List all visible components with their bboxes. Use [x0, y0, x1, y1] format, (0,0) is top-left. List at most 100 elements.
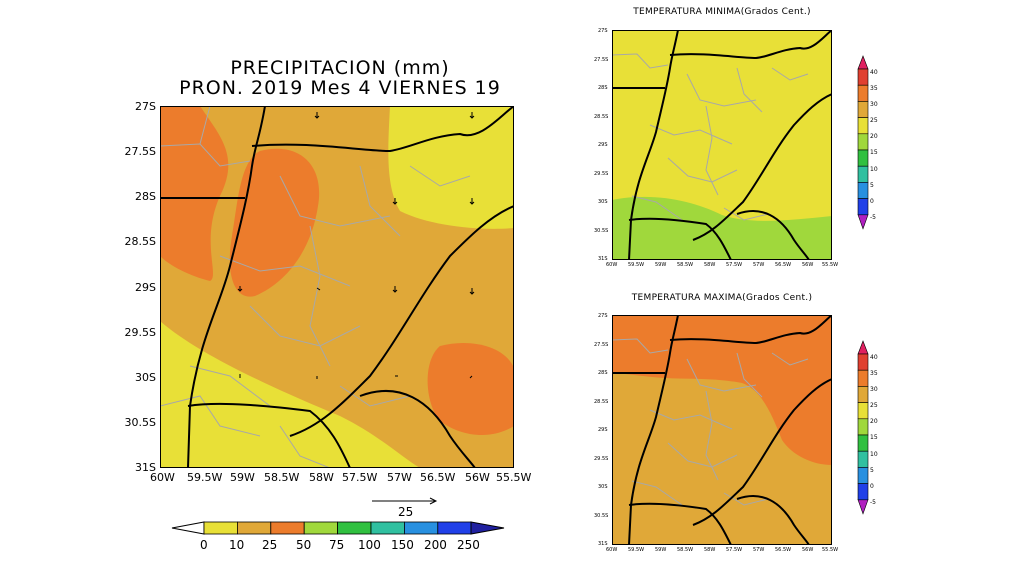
tmax-map: [612, 315, 832, 545]
temp-colorbar-top-arrow: [857, 55, 869, 70]
tmin-lat-tick: 31S: [598, 256, 608, 262]
tmax-lon-tick: 59W: [655, 547, 667, 553]
precip-lon-tick: 56.5W: [420, 471, 456, 484]
tmin-cb-label: 5: [870, 182, 874, 189]
precip-title: PRECIPITACION (mm) PRON. 2019 Mes 4 VIER…: [160, 58, 520, 98]
tmin-lon-tick: 57.5W: [726, 262, 743, 268]
precip-lat-tick: 29S: [135, 281, 156, 294]
tmin-cb-label: -5: [870, 214, 876, 221]
temp-colorbar-segment: [857, 369, 869, 387]
tmin-lon-tick: 59.5W: [628, 262, 645, 268]
tmax-cb-label: 40: [870, 354, 878, 361]
precip-colorbar-segment: [270, 521, 305, 535]
precip-lat-tick: 27S: [135, 100, 156, 113]
precip-field-orange-se: [427, 342, 514, 436]
temp-colorbar-segment: [857, 165, 869, 183]
temp-colorbar-segment: [857, 467, 869, 484]
tmin-field-green-south: [612, 196, 832, 260]
precip-lat-tick: 27.5S: [124, 145, 156, 158]
tmin-lon-tick: 59W: [655, 262, 667, 268]
precip-cb-label: 25: [262, 538, 278, 552]
precip-lon-tick: 56W: [465, 471, 490, 484]
precip-lat-tick: 28.5S: [124, 235, 156, 248]
vector-reference-label: 25: [398, 505, 414, 519]
temp-colorbar-segment: [857, 402, 869, 420]
precip-lat-tick: 31S: [135, 461, 156, 474]
precip-colorbar-segment: [303, 521, 338, 535]
precip-lon-tick: 57.5W: [342, 471, 378, 484]
precip-cb-label: 250: [457, 538, 480, 552]
precip-lon-tick: 59.5W: [187, 471, 223, 484]
tmin-lat-tick: 30S: [598, 199, 608, 205]
tmax-lon-tick: 56.5W: [775, 547, 792, 553]
temp-colorbar-bottom-arrow: [857, 499, 869, 515]
precip-cb-label: 10: [229, 538, 245, 552]
tmin-cb-label: 20: [870, 133, 878, 140]
precip-title-line2: PRON. 2019 Mes 4 VIERNES 19: [179, 77, 501, 99]
tmax-lat-tick: 29S: [598, 427, 608, 433]
precip-lon-tick: 55.5W: [496, 471, 532, 484]
tmax-lon-tick: 60W: [606, 547, 618, 553]
tmax-cb-label: 20: [870, 418, 878, 425]
precip-cb-label: 0: [200, 538, 208, 552]
precip-colorbar-segment: [437, 521, 472, 535]
tmin-lon-tick: 57W: [753, 262, 765, 268]
tmax-lon-tick: 59.5W: [628, 547, 645, 553]
precip-wind-vectors: [237, 112, 475, 379]
precip-lat-tick: 29.5S: [124, 326, 156, 339]
temp-colorbar-segment: [857, 84, 869, 102]
temp-colorbar-segment: [857, 386, 869, 403]
precip-cb-label: 150: [391, 538, 414, 552]
tmin-cb-label: 10: [870, 166, 878, 173]
tmax-lat-tick: 28S: [598, 370, 608, 376]
tmin-lon-tick: 58.5W: [677, 262, 694, 268]
tmin-borders: [612, 30, 832, 260]
precip-colorbar-segment: [403, 521, 439, 535]
precip-province-lines: [160, 106, 471, 468]
tmin-title: TEMPERATURA MINIMA(Grados Cent.): [633, 7, 811, 17]
tmin-lat-tick: 28.5S: [594, 114, 609, 120]
precip-lat-tick: 28S: [135, 190, 156, 203]
precip-lat-tick: 30.5S: [124, 416, 156, 429]
precip-lon-tick: 58W: [309, 471, 334, 484]
temp-colorbar-segment: [857, 101, 869, 118]
precip-lon-tick: 60W: [150, 471, 175, 484]
tmax-colorbar: [857, 340, 869, 515]
tmin-lon-tick: 56.5W: [775, 262, 792, 268]
precip-colorbar: [171, 521, 505, 535]
temp-colorbar-segment: [857, 149, 869, 167]
precip-colorbar-segment: [370, 521, 405, 535]
precip-lat-tick: 30S: [135, 371, 156, 384]
tmax-lon-tick: 55.5W: [822, 547, 839, 553]
temp-colorbar-segment: [857, 418, 869, 436]
precip-borders: [160, 106, 514, 468]
tmin-cb-label: 30: [870, 101, 878, 108]
vector-reference-arrow: [372, 497, 438, 505]
tmax-cb-label: 0: [870, 483, 874, 490]
temp-colorbar-segment: [857, 182, 869, 199]
tmax-field-orange-north: [612, 315, 832, 465]
tmin-cb-label: 35: [870, 85, 878, 92]
precip-colorbar-segment: [203, 521, 238, 535]
tmin-lat-tick: 30.5S: [594, 228, 609, 234]
tmin-province-lines: [612, 53, 809, 221]
tmax-lon-tick: 56W: [802, 547, 814, 553]
tmax-title: TEMPERATURA MAXIMA(Grados Cent.): [631, 293, 813, 303]
precip-cb-label: 200: [424, 538, 447, 552]
tmin-lat-tick: 27.5S: [594, 57, 609, 63]
precip-field-orange-center: [229, 148, 320, 297]
precip-lon-tick: 59W: [230, 471, 255, 484]
tmin-cb-label: 40: [870, 69, 878, 76]
tmax-lat-tick: 30S: [598, 484, 608, 490]
tmax-lon-tick: 57.5W: [726, 547, 743, 553]
tmin-cb-label: 0: [870, 198, 874, 205]
precip-cb-label: 50: [296, 538, 312, 552]
tmax-cb-label: 35: [870, 370, 878, 377]
tmin-lon-tick: 60W: [606, 262, 618, 268]
tmax-province-lines: [612, 338, 809, 506]
tmin-frame: [612, 30, 832, 260]
precip-colorbar-segment: [337, 521, 372, 535]
precip-field-yellow-sw: [160, 321, 420, 468]
temp-colorbar-segment: [857, 450, 869, 468]
tmax-cb-label: 10: [870, 451, 878, 458]
